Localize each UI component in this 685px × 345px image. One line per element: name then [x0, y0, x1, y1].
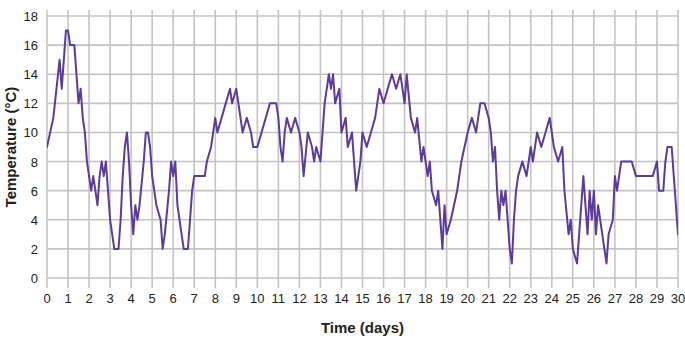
x-grid-line: [446, 10, 448, 288]
x-grid-line: [130, 10, 132, 288]
x-tick-label: 17: [397, 291, 411, 306]
x-tick-label: 23: [524, 291, 538, 306]
x-grid-line: [67, 10, 69, 288]
x-tick-label: 13: [313, 291, 327, 306]
x-tick-label: 20: [460, 291, 474, 306]
y-tick-label: 16: [24, 38, 38, 53]
x-grid-line: [214, 10, 216, 288]
y-tick-label: 8: [31, 155, 38, 170]
x-grid-line: [151, 10, 153, 288]
x-tick-label: 3: [106, 291, 113, 306]
x-tick-label: 12: [292, 291, 306, 306]
grid: [47, 10, 678, 288]
x-tick-label: 5: [149, 291, 156, 306]
x-tick-label: 21: [481, 291, 495, 306]
x-tick-label: 22: [502, 291, 516, 306]
y-tick-label: 10: [24, 125, 38, 140]
x-grid-line: [109, 10, 111, 288]
temperature-line: [47, 31, 678, 264]
x-grid-line: [593, 10, 595, 288]
x-grid-line: [551, 10, 553, 288]
x-tick-label: 19: [439, 291, 453, 306]
x-tick-label: 7: [191, 291, 198, 306]
x-tick-label: 16: [376, 291, 390, 306]
y-tick-label: 0: [31, 271, 38, 286]
x-tick-label: 18: [418, 291, 432, 306]
x-grid-line: [656, 10, 658, 288]
x-grid-line: [257, 10, 259, 288]
x-tick-label: 10: [250, 291, 264, 306]
x-tick-label: 30: [671, 291, 685, 306]
x-grid-line: [614, 10, 616, 288]
x-grid-line: [299, 10, 301, 288]
x-tick-label: 14: [334, 291, 348, 306]
y-tick-label: 18: [24, 9, 38, 24]
x-tick-label: 26: [587, 291, 601, 306]
x-axis-label: Time (days): [321, 319, 404, 336]
x-tick-label: 28: [629, 291, 643, 306]
x-tick-label: 2: [85, 291, 92, 306]
x-tick-label: 9: [233, 291, 240, 306]
x-grid-line: [635, 10, 637, 288]
x-grid-line: [341, 10, 343, 288]
x-grid-line: [383, 10, 385, 288]
x-tick-label: 1: [64, 291, 71, 306]
x-grid-line: [677, 10, 679, 288]
x-grid-line: [404, 10, 406, 288]
x-grid-line: [278, 10, 280, 288]
x-grid-line: [488, 10, 490, 288]
chart-container: 0246810121416180123456789101112131415161…: [0, 0, 685, 345]
y-tick-label: 6: [31, 184, 38, 199]
y-axis-label: Temperature (°C): [2, 87, 19, 208]
x-tick-label: 24: [545, 291, 559, 306]
x-tick-label: 4: [128, 291, 135, 306]
x-tick-label: 29: [650, 291, 664, 306]
x-grid-line: [467, 10, 469, 288]
x-grid-line: [425, 10, 427, 288]
y-tick-label: 2: [31, 242, 38, 257]
x-grid-line: [193, 10, 195, 288]
x-grid-line: [172, 10, 174, 288]
y-tick-label: 14: [24, 67, 38, 82]
x-grid-line: [46, 10, 48, 288]
x-grid-line: [88, 10, 90, 288]
x-tick-label: 15: [355, 291, 369, 306]
chart-svg: 0246810121416180123456789101112131415161…: [0, 0, 685, 345]
x-tick-label: 6: [170, 291, 177, 306]
x-tick-label: 11: [272, 291, 286, 306]
x-tick-label: 25: [566, 291, 580, 306]
x-grid-line: [236, 10, 238, 288]
data-group: [47, 31, 678, 264]
x-tick-label: 27: [608, 291, 622, 306]
x-tick-label: 0: [43, 291, 50, 306]
y-tick-label: 12: [24, 96, 38, 111]
y-tick-label: 4: [31, 213, 38, 228]
x-tick-label: 8: [212, 291, 219, 306]
